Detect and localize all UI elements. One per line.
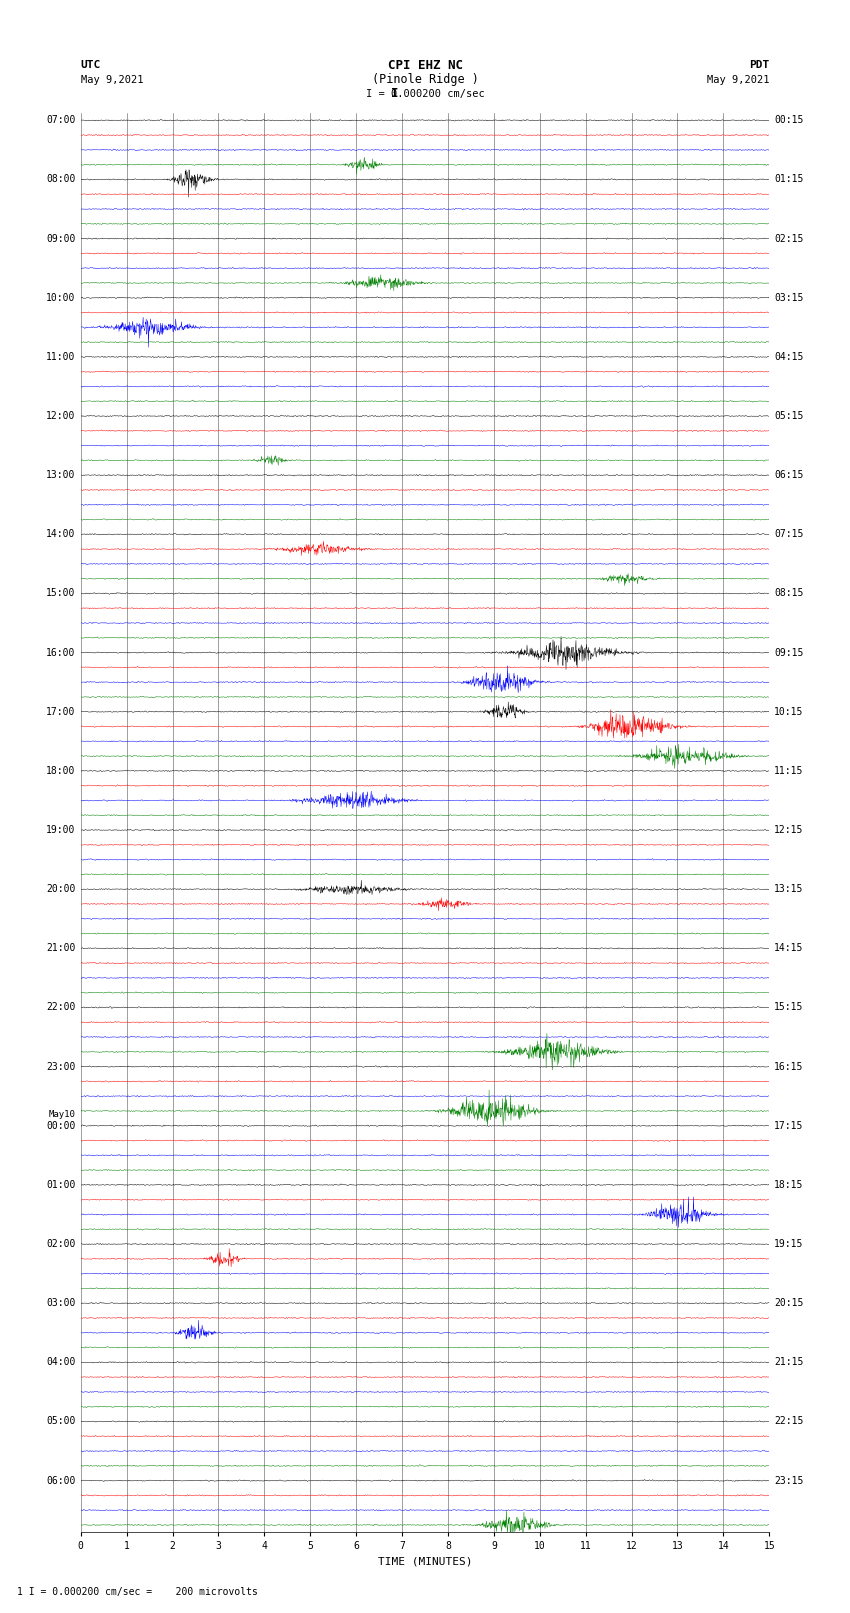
Text: 19:15: 19:15 — [774, 1239, 804, 1248]
Text: 13:00: 13:00 — [46, 469, 76, 481]
Text: 14:15: 14:15 — [774, 944, 804, 953]
Text: 11:00: 11:00 — [46, 352, 76, 361]
Text: 09:00: 09:00 — [46, 234, 76, 244]
Text: PDT: PDT — [749, 60, 769, 71]
Text: 07:00: 07:00 — [46, 115, 76, 126]
Text: 20:15: 20:15 — [774, 1298, 804, 1308]
Text: 08:00: 08:00 — [46, 174, 76, 184]
Text: 12:15: 12:15 — [774, 824, 804, 836]
Text: 04:00: 04:00 — [46, 1357, 76, 1368]
Text: 05:15: 05:15 — [774, 411, 804, 421]
Text: May 9,2021: May 9,2021 — [706, 74, 769, 85]
Text: 10:15: 10:15 — [774, 706, 804, 716]
Text: 23:15: 23:15 — [774, 1476, 804, 1486]
Text: 06:00: 06:00 — [46, 1476, 76, 1486]
Text: 03:00: 03:00 — [46, 1298, 76, 1308]
Text: 08:15: 08:15 — [774, 589, 804, 598]
Text: 09:15: 09:15 — [774, 647, 804, 658]
Text: 00:15: 00:15 — [774, 115, 804, 126]
Text: 05:00: 05:00 — [46, 1416, 76, 1426]
Text: May 9,2021: May 9,2021 — [81, 74, 144, 85]
Text: 18:00: 18:00 — [46, 766, 76, 776]
Text: 11:15: 11:15 — [774, 766, 804, 776]
Text: 13:15: 13:15 — [774, 884, 804, 894]
Text: 17:00: 17:00 — [46, 706, 76, 716]
Text: 22:15: 22:15 — [774, 1416, 804, 1426]
Text: UTC: UTC — [81, 60, 101, 71]
Text: 04:15: 04:15 — [774, 352, 804, 361]
Text: 01:00: 01:00 — [46, 1179, 76, 1190]
Text: 1 I = 0.000200 cm/sec =    200 microvolts: 1 I = 0.000200 cm/sec = 200 microvolts — [17, 1587, 258, 1597]
Text: 10:00: 10:00 — [46, 292, 76, 303]
Text: 02:00: 02:00 — [46, 1239, 76, 1248]
Text: 18:15: 18:15 — [774, 1179, 804, 1190]
Text: 14:00: 14:00 — [46, 529, 76, 539]
Text: 00:00: 00:00 — [46, 1121, 76, 1131]
Text: 03:15: 03:15 — [774, 292, 804, 303]
Text: 17:15: 17:15 — [774, 1121, 804, 1131]
X-axis label: TIME (MINUTES): TIME (MINUTES) — [377, 1557, 473, 1566]
Text: I = 0.000200 cm/sec: I = 0.000200 cm/sec — [366, 89, 484, 98]
Text: 19:00: 19:00 — [46, 824, 76, 836]
Text: 23:00: 23:00 — [46, 1061, 76, 1071]
Text: 01:15: 01:15 — [774, 174, 804, 184]
Text: 12:00: 12:00 — [46, 411, 76, 421]
Text: I: I — [391, 87, 398, 100]
Text: 21:15: 21:15 — [774, 1357, 804, 1368]
Text: 07:15: 07:15 — [774, 529, 804, 539]
Text: 15:15: 15:15 — [774, 1002, 804, 1013]
Text: 02:15: 02:15 — [774, 234, 804, 244]
Text: CPI EHZ NC: CPI EHZ NC — [388, 58, 462, 73]
Text: 06:15: 06:15 — [774, 469, 804, 481]
Text: (Pinole Ridge ): (Pinole Ridge ) — [371, 73, 479, 87]
Text: 16:15: 16:15 — [774, 1061, 804, 1071]
Text: 16:00: 16:00 — [46, 647, 76, 658]
Text: 22:00: 22:00 — [46, 1002, 76, 1013]
Text: May10: May10 — [48, 1110, 76, 1119]
Text: 21:00: 21:00 — [46, 944, 76, 953]
Text: 15:00: 15:00 — [46, 589, 76, 598]
Text: 20:00: 20:00 — [46, 884, 76, 894]
